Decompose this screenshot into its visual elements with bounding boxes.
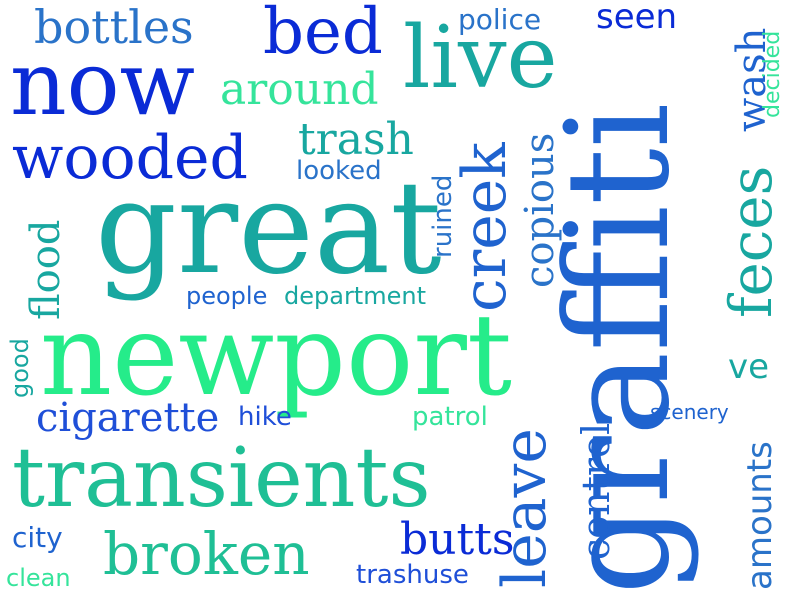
word-clean: clean: [6, 564, 71, 592]
word-great: great: [95, 154, 442, 303]
word-live: live: [403, 8, 558, 108]
word-bed: bed: [263, 0, 383, 69]
word-cigarette: cigarette: [36, 395, 220, 441]
word-control: control: [574, 422, 618, 560]
word-flood: flood: [23, 219, 69, 320]
word-police: police: [458, 3, 542, 36]
word-newport: newport: [40, 291, 512, 421]
word-copious: copious: [517, 132, 563, 288]
word-feces: feces: [717, 165, 785, 318]
word-ve: ve: [728, 347, 770, 387]
word-creek: creek: [450, 142, 520, 312]
word-now: now: [10, 32, 195, 135]
word-scenery: scenery: [650, 400, 729, 424]
word-good: good: [6, 338, 34, 398]
word-ruined: ruined: [428, 174, 458, 258]
word-patrol: patrol: [412, 402, 488, 432]
word-seen: seen: [596, 0, 678, 37]
word-butts: butts: [400, 514, 515, 565]
word-people: people: [186, 282, 268, 310]
word-looked: looked: [296, 156, 382, 186]
word-trash: trash: [298, 114, 414, 165]
word-trashuse: trashuse: [356, 560, 469, 590]
word-bottles: bottles: [34, 0, 194, 54]
word-hike: hike: [238, 402, 292, 432]
word-transients: transients: [12, 431, 431, 526]
word-wooded: wooded: [12, 123, 248, 193]
word-around: around: [220, 64, 379, 115]
word-amounts: amounts: [740, 441, 780, 590]
word-decided: decided: [760, 30, 785, 118]
word-city: city: [12, 521, 63, 554]
word-graffiti: graffiti: [536, 102, 701, 595]
word-broken: broken: [103, 520, 310, 588]
word-department: department: [284, 282, 426, 310]
